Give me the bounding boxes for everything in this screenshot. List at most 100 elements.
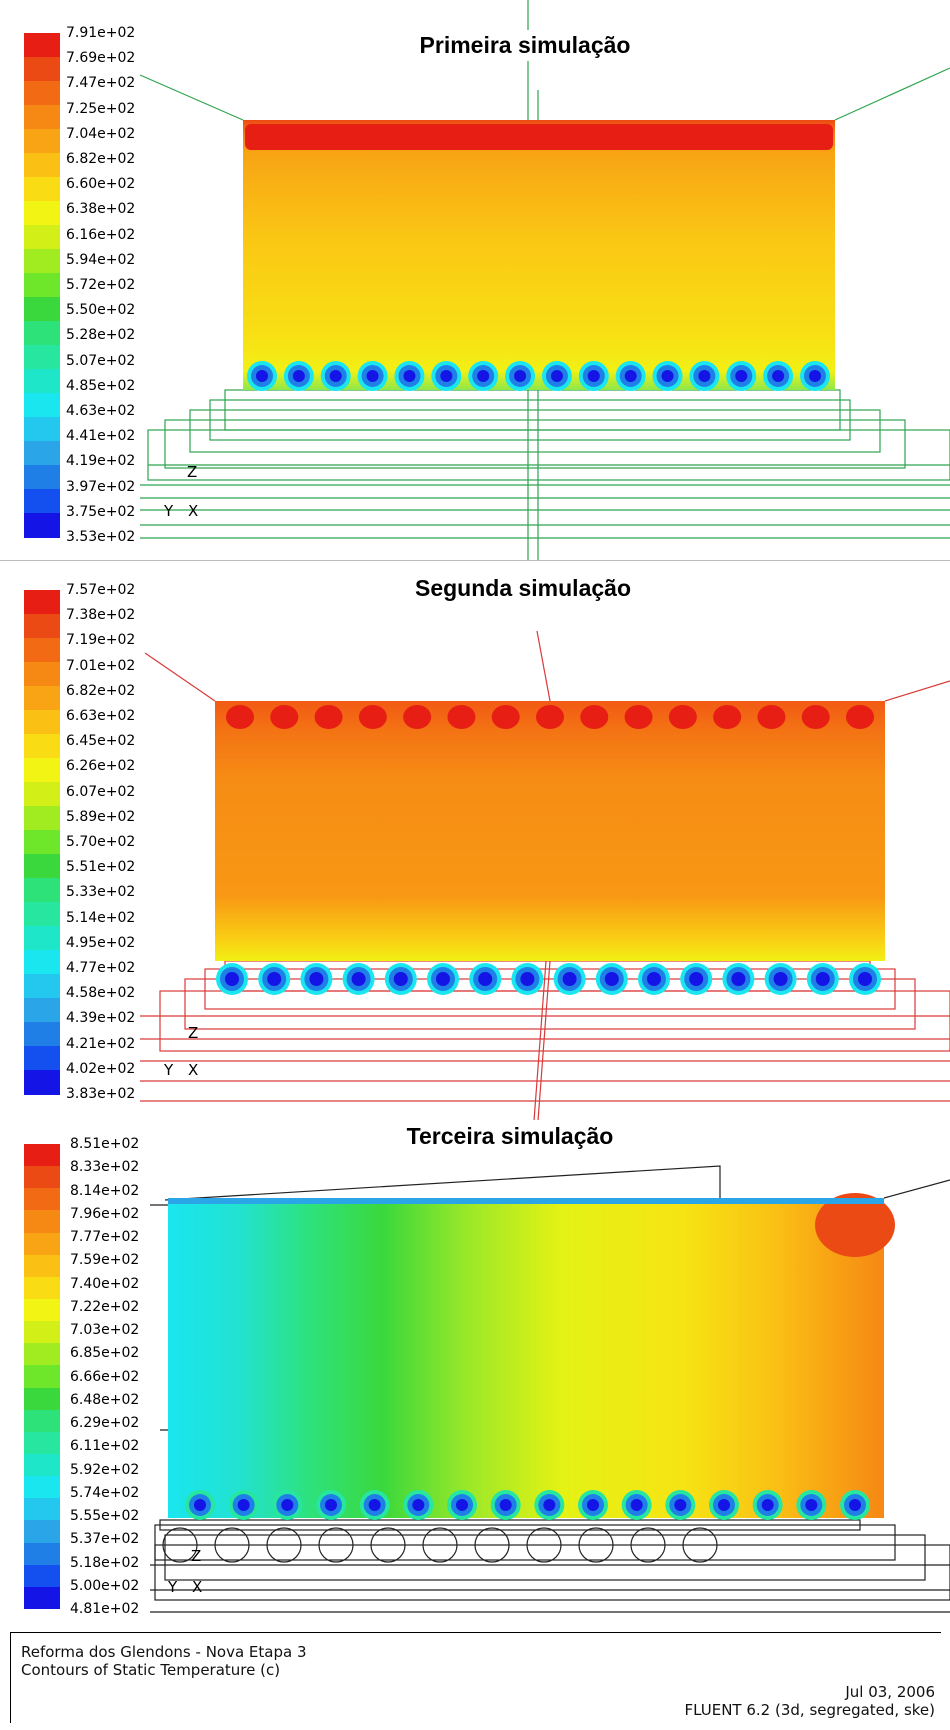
footer-software: FLUENT 6.2 (3d, segregated, ske)	[684, 1701, 935, 1719]
axis-z-label: Z	[191, 1547, 202, 1565]
color-scale-tick: 4.39e+02	[66, 1010, 136, 1027]
hot-spot	[314, 705, 343, 729]
axis-x-label: X	[192, 1578, 203, 1596]
color-scale-segment	[24, 1387, 60, 1411]
tube-core	[499, 1499, 512, 1511]
outline-circle	[578, 1527, 614, 1563]
color-scale-tick: 6.63e+02	[66, 708, 136, 724]
tube-core	[674, 1499, 687, 1511]
tube-core	[543, 1499, 556, 1511]
tube-core	[412, 1499, 425, 1511]
color-scale-segment	[24, 393, 60, 418]
color-scale-segment	[24, 1409, 60, 1433]
color-scale-tick: 7.47e+02	[66, 75, 136, 92]
tube-core	[587, 1499, 599, 1511]
color-scale-tick: 7.69e+02	[66, 50, 136, 67]
temperature-domain	[168, 1198, 884, 1518]
color-scale-tick: 7.77e+02	[70, 1229, 140, 1245]
color-scale-tick: 6.60e+02	[66, 176, 136, 193]
tube-core	[194, 1499, 206, 1511]
outline-circle	[422, 1527, 458, 1563]
axis-z-label: Z	[187, 463, 198, 481]
color-scale-segment	[24, 297, 60, 322]
color-scale-segment	[24, 441, 60, 466]
color-scale-bar	[24, 590, 60, 1095]
color-scale-tick: 4.19e+02	[66, 453, 136, 470]
hot-spot	[801, 705, 830, 729]
tube-core	[562, 972, 577, 986]
color-scale-tick: 7.01e+02	[66, 657, 136, 674]
tube-core	[520, 972, 535, 986]
color-scale-segment	[24, 129, 60, 154]
hot-spot	[226, 705, 254, 729]
axis-x-label: X	[188, 1061, 199, 1079]
simulation-panel-3: Terceira simulação 8.51e+02 8.33e+02 8.14e…	[0, 1120, 950, 1630]
temperature-domain	[215, 701, 885, 961]
tube-core	[403, 370, 416, 382]
color-scale-tick: 5.89e+02	[66, 808, 136, 825]
panel-title: Primeira simulação	[409, 30, 641, 61]
tube-core	[731, 972, 746, 986]
color-scale-segment	[24, 1542, 60, 1566]
color-scale-segment	[24, 1498, 60, 1521]
axis-y-label: Y	[168, 1578, 178, 1596]
color-scale-tick: 4.21e+02	[66, 1035, 136, 1052]
color-scale-tick: 7.57e+02	[66, 582, 136, 598]
color-scale-tick: 4.58e+02	[66, 985, 136, 1002]
tube-core	[809, 370, 821, 382]
color-scale-bar	[24, 1144, 60, 1610]
color-scale-tick: 5.07e+02	[66, 352, 136, 369]
color-scale-tick: 7.96e+02	[70, 1205, 140, 1222]
tube-core	[440, 370, 453, 382]
color-scale-segment	[24, 33, 60, 58]
tube-core	[604, 972, 619, 986]
color-scale-tick: 6.16e+02	[66, 226, 136, 243]
color-scale-tick: 5.33e+02	[66, 884, 136, 901]
color-scale-segment	[24, 1343, 60, 1366]
color-scale-segment	[24, 782, 60, 807]
color-scale-tick: 5.70e+02	[66, 834, 136, 850]
outline-circle	[474, 1527, 510, 1563]
tube-core	[309, 972, 324, 986]
color-scale-segment	[24, 81, 60, 106]
hot-region-top	[245, 124, 833, 150]
color-scale-tick: 5.14e+02	[66, 909, 136, 926]
tube-core	[805, 1499, 818, 1511]
outline-circle	[682, 1527, 718, 1563]
color-scale-tick: 6.11e+02	[70, 1438, 140, 1455]
color-scale-tick: 5.50e+02	[66, 302, 136, 319]
tube-core	[761, 1499, 774, 1511]
color-scale-segment	[24, 153, 60, 178]
color-scale-segment	[24, 1022, 60, 1047]
color-scale-tick: 5.72e+02	[66, 277, 136, 293]
color-scale-segment	[24, 417, 60, 442]
tube-core	[718, 1499, 730, 1511]
color-scale-tick: 4.41e+02	[66, 428, 136, 445]
color-scale-segment	[24, 902, 60, 927]
plot-footer: Reforma dos Glendons - Nova Etapa 3 Cont…	[10, 1632, 941, 1723]
color-scale-segment	[24, 1299, 60, 1322]
tube-core	[630, 1499, 643, 1511]
tube-core	[689, 972, 704, 986]
color-scale-tick: 7.40e+02	[70, 1275, 140, 1292]
color-scale-tick: 5.51e+02	[66, 859, 136, 876]
color-scale-segment	[24, 57, 60, 82]
hot-spot	[846, 705, 874, 729]
tube-core	[436, 972, 450, 986]
tube-core	[858, 972, 872, 986]
color-scale-segment	[24, 1046, 60, 1071]
outline-circle	[214, 1527, 250, 1563]
color-scale-tick: 5.74e+02	[70, 1484, 140, 1501]
color-scale-segment	[24, 926, 60, 951]
tube-core	[292, 370, 305, 382]
color-scale-tick: 3.75e+02	[66, 503, 136, 520]
footer-date: Jul 03, 2006	[845, 1683, 935, 1701]
tube-core	[772, 370, 785, 382]
color-scale-tick: 6.38e+02	[66, 201, 136, 218]
color-scale-segment	[24, 638, 60, 663]
color-scale-segment	[24, 662, 60, 687]
simulation-panel-1: Primeira simulação 7.91e+02 7.69e+02 7.47e…	[0, 0, 950, 560]
color-scale-segment	[24, 1454, 60, 1477]
tube-core	[815, 972, 830, 986]
color-scale-tick: 6.07e+02	[66, 783, 136, 800]
